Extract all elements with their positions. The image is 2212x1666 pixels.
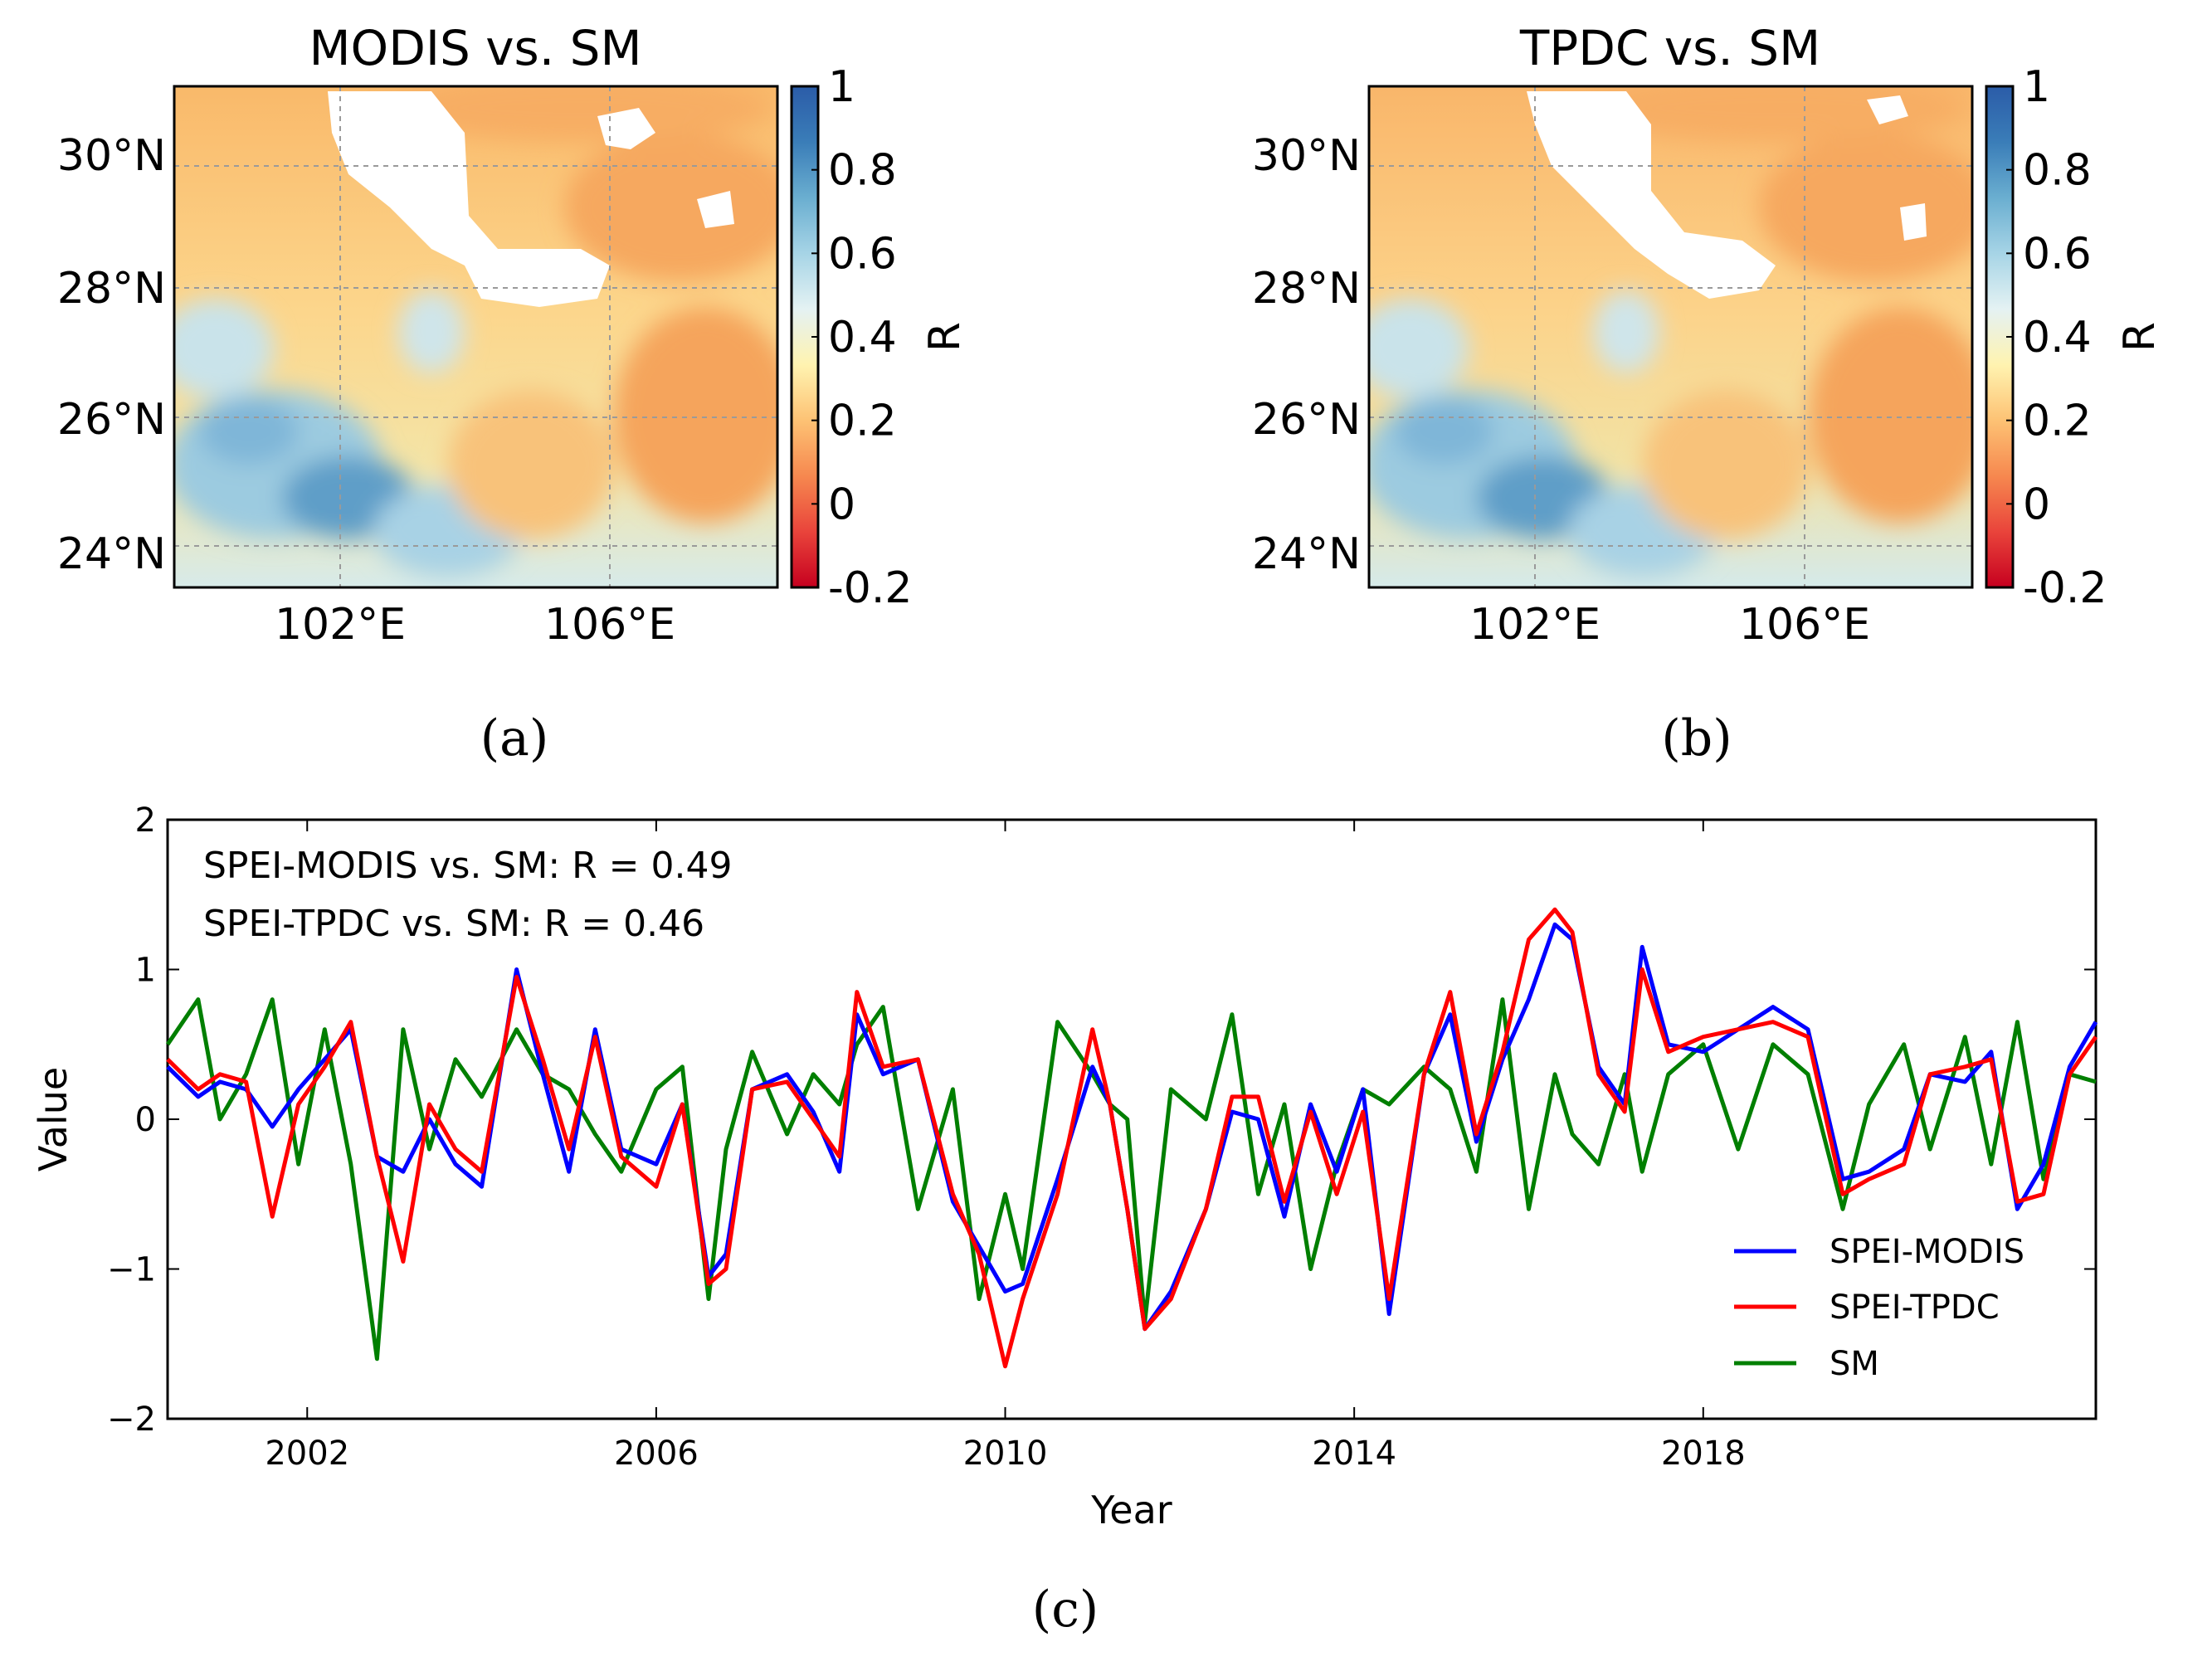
map-a-ytick: 24°N bbox=[57, 529, 166, 579]
colorbar-tick-label: 0.4 bbox=[828, 313, 897, 363]
panel-a: MODIS vs. SM bbox=[57, 20, 970, 767]
map-a-frame bbox=[173, 85, 779, 589]
x-tick-label: 2002 bbox=[265, 1435, 349, 1473]
panel-label-a: (a) bbox=[480, 709, 549, 767]
panel-c: −2 −1 0 1 2 2002 2006 2010 2014 2018 SPEI-MODIS v… bbox=[31, 801, 2098, 1639]
y-axis-label: Value bbox=[31, 1067, 76, 1172]
y-tick-label: −2 bbox=[107, 1401, 156, 1439]
x-axis-label: Year bbox=[1090, 1488, 1172, 1532]
map-b-xtick: 106°E bbox=[1739, 600, 1870, 650]
colorbar-label: R bbox=[920, 322, 970, 352]
map-b-ytick: 28°N bbox=[1252, 264, 1361, 314]
y-tick-label: 1 bbox=[135, 952, 156, 990]
legend-label-sm: SM bbox=[1830, 1345, 1879, 1383]
map-a-ytick: 28°N bbox=[57, 264, 166, 314]
map-a-xtick: 102°E bbox=[275, 600, 406, 650]
colorbar-tick-label: 0.4 bbox=[2023, 313, 2092, 363]
y-tick-label: 0 bbox=[135, 1101, 156, 1139]
colorbar-tick-label: -0.2 bbox=[2023, 563, 2107, 613]
colorbar-tick-label: -0.2 bbox=[828, 563, 912, 613]
line-chart-axes: −2 −1 0 1 2 2002 2006 2010 2014 2018 bbox=[107, 801, 2096, 1473]
colorbar-a: -0.2 0 0.2 0.4 0.6 0.8 1 R bbox=[790, 62, 970, 613]
map-a-xtick: 106°E bbox=[544, 600, 675, 650]
y-tick-label: −1 bbox=[107, 1251, 156, 1289]
series-line-spei-tpdc bbox=[166, 907, 2098, 1369]
map-a-ytick: 30°N bbox=[57, 131, 166, 181]
map-b-ytick: 26°N bbox=[1252, 395, 1361, 445]
map-a-field bbox=[174, 86, 777, 587]
legend: SPEI-MODIS SPEI-TPDC SM bbox=[1734, 1233, 2024, 1383]
y-tick-label: 2 bbox=[135, 801, 156, 840]
series-line-sm bbox=[165, 997, 2097, 1362]
colorbar-tick-label: 0 bbox=[828, 480, 855, 529]
x-tick-label: 2018 bbox=[1661, 1435, 1746, 1473]
x-tick-label: 2010 bbox=[963, 1435, 1048, 1473]
x-tick-label: 2014 bbox=[1312, 1435, 1396, 1473]
colorbar-tick-label: 1 bbox=[828, 62, 855, 112]
map-a-title: MODIS vs. SM bbox=[309, 20, 642, 76]
x-tick-label: 2006 bbox=[614, 1435, 699, 1473]
annotation-tpdc: SPEI-TPDC vs. SM: R = 0.46 bbox=[203, 903, 704, 945]
colorbar-tick-label: 0.8 bbox=[828, 146, 897, 196]
legend-label-modis: SPEI-MODIS bbox=[1830, 1233, 2024, 1271]
colorbar-label: R bbox=[2115, 322, 2165, 352]
panel-label-c: (c) bbox=[1032, 1581, 1099, 1639]
colorbar-tick-label: 0 bbox=[2023, 480, 2050, 529]
colorbar-tick-label: 0.2 bbox=[2023, 397, 2092, 446]
map-b-field bbox=[1369, 86, 1972, 587]
annotation-modis: SPEI-MODIS vs. SM: R = 0.49 bbox=[203, 845, 733, 887]
colorbar-tick-label: 0.2 bbox=[828, 397, 897, 446]
colorbar-tick-label: 1 bbox=[2023, 62, 2050, 112]
map-a-ytick: 26°N bbox=[57, 395, 166, 445]
line-chart-frame bbox=[166, 818, 2098, 1420]
map-b-xtick: 102°E bbox=[1469, 600, 1601, 650]
colorbar-tick-label: 0.6 bbox=[2023, 229, 2092, 279]
legend-label-tpdc: SPEI-TPDC bbox=[1830, 1288, 2000, 1327]
colorbar-tick-label: 0.6 bbox=[828, 229, 897, 279]
line-chart-series bbox=[165, 907, 2098, 1369]
map-b-ytick: 24°N bbox=[1252, 529, 1361, 579]
map-b-ytick: 30°N bbox=[1252, 131, 1361, 181]
map-b-frame bbox=[1367, 85, 1974, 589]
panel-b: TPDC vs. SM bbox=[1252, 20, 2165, 767]
map-b-title: TPDC vs. SM bbox=[1519, 20, 1820, 76]
colorbar-tick-label: 0.8 bbox=[2023, 146, 2092, 196]
colorbar-b: -0.2 0 0.2 0.4 0.6 0.8 1 R bbox=[1985, 62, 2165, 613]
panel-label-b: (b) bbox=[1661, 709, 1732, 767]
